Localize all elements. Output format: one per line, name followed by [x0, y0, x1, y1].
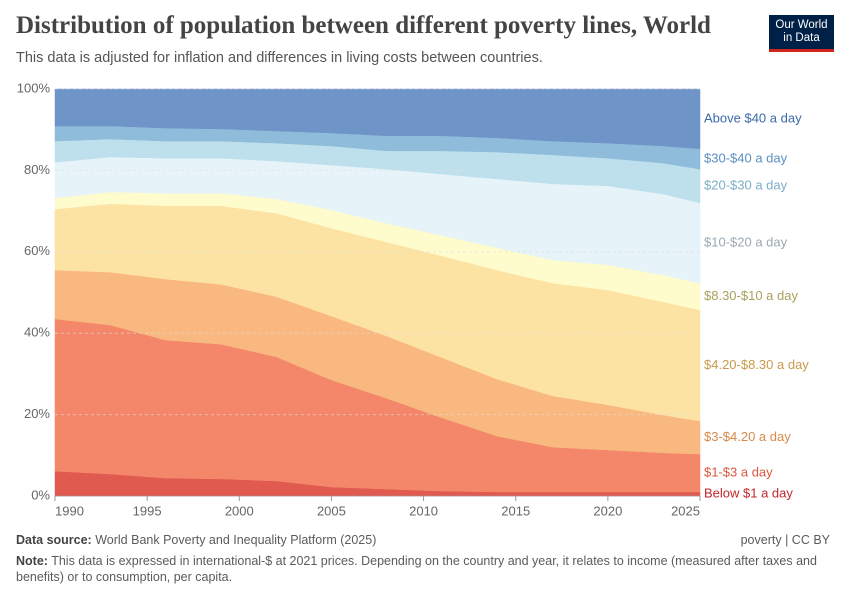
legend-label: $10-$20 a day — [704, 234, 788, 249]
legend-label: $20-$30 a day — [704, 178, 788, 193]
y-tick-label: 100% — [17, 80, 51, 95]
chart: Below $1 a day $1-$3 a day $3-$4.20 a day $… — [17, 80, 810, 518]
y-tick-label: 20% — [24, 406, 50, 421]
legend-label: $8.30-$10 a day — [704, 288, 798, 303]
logo[interactable]: Our World in Data — [769, 15, 834, 52]
source: Data source: World Bank Poverty and Ineq… — [16, 533, 376, 547]
note-text: This data is expressed in international-… — [16, 554, 817, 584]
legend-label: $4.20-$8.30 a day — [704, 357, 809, 372]
y-tick-label: 80% — [24, 162, 50, 177]
x-tick-label: 2000 — [225, 503, 254, 518]
legend-label: $3-$4.20 a day — [704, 429, 791, 444]
x-tick-label: 2005 — [317, 503, 346, 518]
logo-line: Our World — [775, 19, 828, 31]
legend-label: $1-$3 a day — [704, 464, 773, 479]
logo-line: in Data — [783, 32, 820, 44]
y-tick-label: 60% — [24, 243, 50, 258]
source-text[interactable]: World Bank Poverty and Inequality Platfo… — [95, 533, 377, 547]
chart-title: Distribution of population between diffe… — [16, 12, 711, 39]
legend-label: Below $1 a day — [704, 485, 793, 500]
x-tick-label: 1995 — [133, 503, 162, 518]
note: Note: This data is expressed in internat… — [16, 553, 826, 585]
note-label: Note: — [16, 554, 48, 568]
license[interactable]: poverty | CC BY — [740, 533, 830, 547]
legend-label: $30-$40 a day — [704, 150, 788, 165]
y-tick-label: 0% — [31, 487, 50, 502]
chart-subtitle: This data is adjusted for inflation and … — [16, 50, 543, 66]
area — [54, 88, 701, 150]
x-tick-label: 2020 — [593, 503, 622, 518]
y-tick-label: 40% — [24, 325, 50, 340]
source-label: Data source: — [16, 533, 92, 547]
x-tick-label: 2015 — [501, 503, 530, 518]
x-tick-label: 2025 — [671, 503, 700, 518]
x-tick-label: 1990 — [55, 503, 84, 518]
legend-label: Above $40 a day — [704, 110, 802, 125]
x-tick-label: 2010 — [409, 503, 438, 518]
